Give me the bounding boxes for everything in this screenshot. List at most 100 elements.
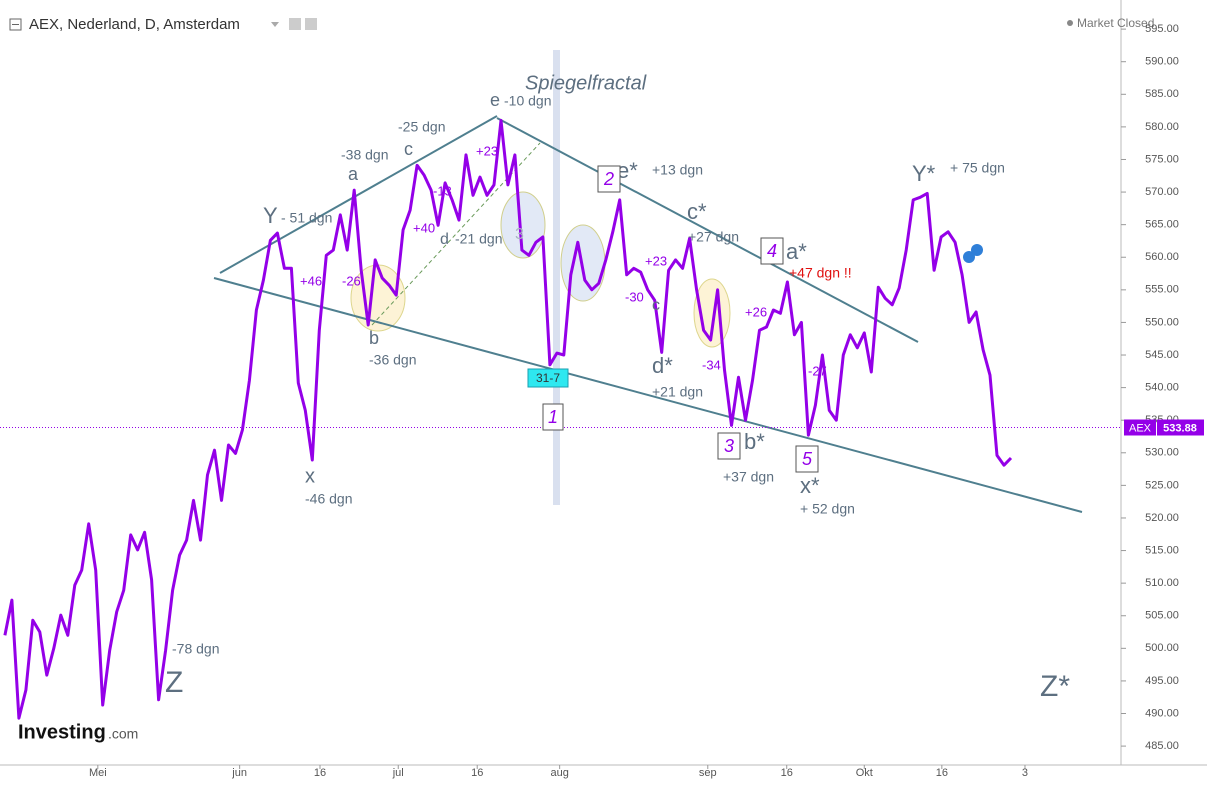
wave-box: [760, 237, 784, 265]
x-tick-label: jul: [392, 767, 404, 779]
annotation: x: [305, 465, 315, 487]
annotation: Z: [165, 666, 183, 699]
annotation: Spiegelfractal: [525, 72, 647, 94]
y-tick-label: 565.00: [1145, 219, 1179, 231]
x-tick-label: 16: [471, 767, 483, 779]
y-tick-label: 495.00: [1145, 675, 1179, 687]
annotation: +23: [645, 253, 667, 268]
annotation: c: [652, 297, 660, 314]
market-status: Market Closed: [1077, 16, 1154, 30]
annotation: -78 dgn: [172, 641, 219, 657]
x-tick-label: 16: [936, 767, 948, 779]
annotation: +26: [745, 304, 767, 319]
y-tick-label: 530.00: [1145, 447, 1179, 459]
annotation: -26: [342, 273, 361, 288]
y-tick-label: 545.00: [1145, 349, 1179, 361]
y-tick-label: 555.00: [1145, 284, 1179, 296]
collapse-icon[interactable]: [9, 18, 22, 31]
annotation: +27 dgn: [688, 229, 739, 245]
last-price-bg: [1157, 419, 1204, 436]
y-tick-label: 540.00: [1145, 382, 1179, 394]
annotation: -13: [433, 183, 452, 198]
annotation: a: [348, 164, 359, 184]
wave-box: [717, 432, 741, 460]
annotation: 3: [515, 226, 524, 243]
annotation: -34: [702, 357, 721, 372]
x-tick-label: 16: [314, 767, 326, 779]
highlight-band: [553, 50, 560, 505]
annotation: +47 dgn !!: [789, 265, 852, 281]
annotation: +13 dgn: [652, 162, 703, 178]
y-tick-label: 585.00: [1145, 88, 1179, 100]
wave-box: [795, 445, 819, 473]
annotation: a*: [786, 239, 807, 264]
series-tag: AEX: [1129, 422, 1152, 434]
watermark-brand: Investing: [18, 721, 106, 743]
dropdown-arrow[interactable]: [271, 22, 279, 27]
y-tick-label: 520.00: [1145, 512, 1179, 524]
event-icon[interactable]: [963, 251, 975, 263]
y-tick-label: 560.00: [1145, 251, 1179, 263]
annotation: -10 dgn: [504, 93, 551, 109]
wave-box-label: 4: [767, 241, 777, 261]
annotation: -46 dgn: [305, 491, 352, 507]
annotation: e*: [617, 158, 638, 183]
price-line: [3, 118, 1013, 720]
wave-box-label: 3: [724, 436, 734, 456]
x-tick-label: 3: [1022, 767, 1028, 779]
annotation: -36 dgn: [369, 352, 416, 368]
annotation: Y: [263, 203, 278, 228]
annotation: b: [369, 328, 379, 348]
annotation: x*: [800, 473, 820, 498]
wave-box: [542, 403, 564, 431]
event-icon[interactable]: [971, 244, 983, 256]
watermark-suffix: .com: [108, 726, 138, 742]
x-tick-label: aug: [550, 767, 568, 779]
date-marker-bg: [527, 368, 569, 388]
annotation: + 75 dgn: [950, 160, 1005, 176]
annotation: +46: [300, 273, 322, 288]
last-price-label: 533.88: [1163, 422, 1197, 434]
annotation: +37 dgn: [723, 469, 774, 485]
x-tick-label: Mei: [89, 767, 107, 779]
date-marker: 31-7: [536, 371, 560, 385]
trend-line: [213, 277, 1083, 513]
annotation: + 52 dgn: [800, 501, 855, 517]
series-tag-bg: [1124, 419, 1156, 436]
annotation: +21 dgn: [652, 384, 703, 400]
wave-box-label: 2: [603, 169, 614, 189]
annotation: Y*: [912, 161, 936, 186]
x-tick-label: 16: [781, 767, 793, 779]
annotation: -25 dgn: [398, 119, 445, 135]
annotation: e: [490, 90, 500, 110]
y-tick-label: 595.00: [1145, 23, 1179, 35]
y-tick-label: 525.00: [1145, 479, 1179, 491]
wave-box-label: 5: [802, 449, 813, 469]
y-tick-label: 550.00: [1145, 316, 1179, 328]
annotation: d*: [652, 353, 673, 378]
y-tick-label: 490.00: [1145, 707, 1179, 719]
y-tick-label: 570.00: [1145, 186, 1179, 198]
settings-icon[interactable]: [305, 18, 317, 30]
annotation: -21 dgn: [455, 231, 502, 247]
annotation: Z*: [1040, 670, 1070, 703]
y-tick-label: 485.00: [1145, 740, 1179, 752]
annotation: -27: [808, 363, 827, 378]
settings-icon[interactable]: [289, 18, 301, 30]
y-tick-label: 590.00: [1145, 56, 1179, 68]
annotation: c: [404, 139, 413, 159]
y-tick-label: 515.00: [1145, 544, 1179, 556]
annotation: d: [440, 231, 449, 248]
wave-box: [597, 165, 621, 193]
y-tick-label: 580.00: [1145, 121, 1179, 133]
annotation: -30: [625, 289, 644, 304]
x-tick-label: jun: [231, 767, 247, 779]
ellipse: [500, 191, 546, 259]
x-tick-label: Okt: [856, 767, 873, 779]
x-tick-label: sep: [699, 767, 717, 779]
y-tick-label: 510.00: [1145, 577, 1179, 589]
annotation: c*: [687, 199, 707, 224]
annotation: +40: [413, 220, 435, 235]
